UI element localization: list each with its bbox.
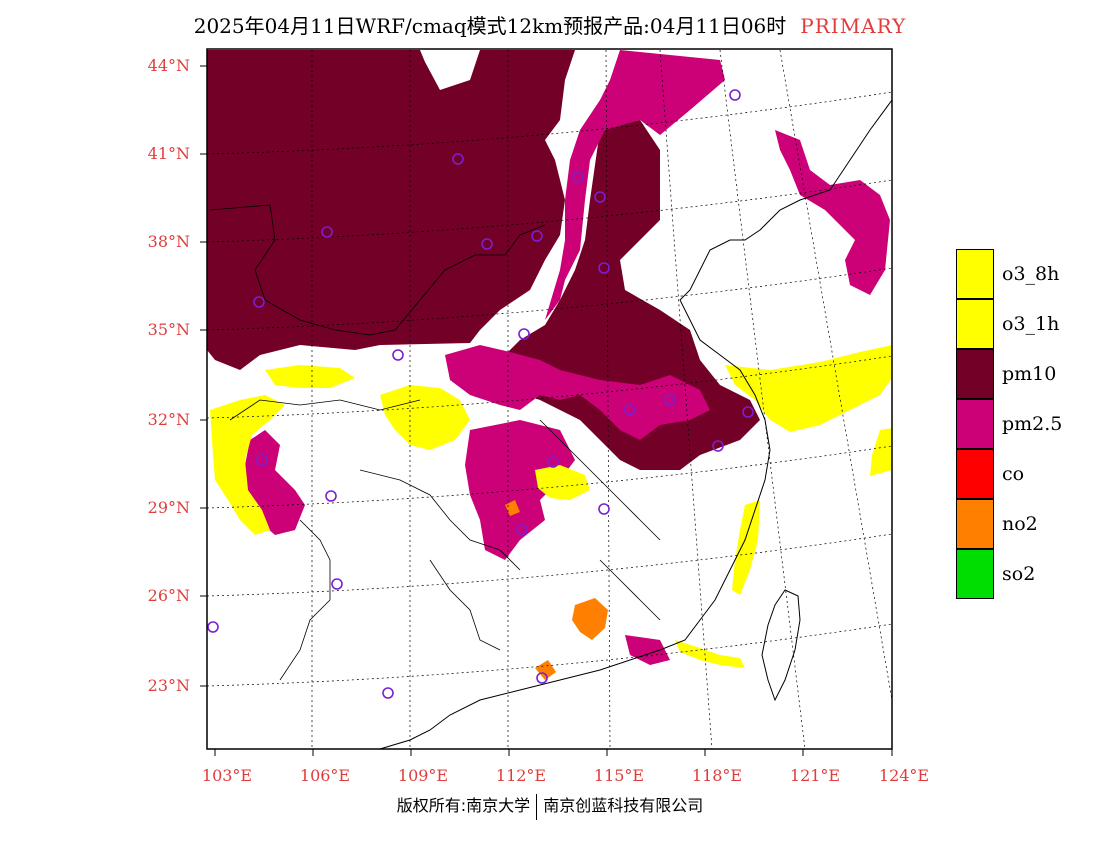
o3-region-jiangxi [535,465,590,500]
site-marker [207,621,219,633]
map-title: 2025年04月11日WRF/cmaq模式12km预报产品:04月11日06时 P… [0,10,1100,39]
lon-label-121: 121°E [789,766,841,785]
pm25-region-northeast [545,50,725,320]
lon-label-112: 112°E [495,766,547,785]
site-marker [321,226,333,238]
lat-label-26: 26°N [147,586,190,605]
site-marker [518,328,530,340]
no2-region-guangdong [572,598,608,640]
copyright-right: 南京创蓝科技有限公司 [543,796,704,815]
site-marker [452,153,464,165]
province-borders [209,204,661,681]
site-marker [516,524,528,536]
graticule [207,49,892,749]
o3-region-south-coast [675,640,745,668]
o3-region-north-strip [265,365,355,388]
site-marker [729,89,741,101]
site-marker [256,454,268,466]
pm10-region-north [207,50,575,370]
site-marker [531,230,543,242]
legend-swatch [956,499,994,549]
lat-label-32: 32°N [147,410,190,429]
lon-label-124: 124°E [878,766,930,785]
site-marker [547,456,559,468]
site-marker [392,349,404,361]
site-marker [331,578,343,590]
pm25-region-central [445,345,710,440]
o3-region-hubei [380,385,470,450]
site-marker [742,406,754,418]
title-main: 2025年04月11日WRF/cmaq模式12km预报产品:04月11日06时 [193,14,787,38]
copyright-left: 版权所有:南京大学 [396,796,531,815]
legend-swatch [956,349,994,399]
lat-label-44: 44°N [147,56,190,75]
legend-label: o3_1h [1002,313,1060,335]
legend-swatch [956,399,994,449]
lon-label-109: 109°E [397,766,449,785]
site-marker [598,262,610,274]
map-frame [206,48,893,750]
lon-label-118: 118°E [691,766,743,785]
o3-region-east-sea [725,345,892,432]
legend-swatch [956,299,994,349]
site-marker [712,440,724,452]
o3-region-far-east [870,428,892,476]
pm25-region-south [625,635,670,665]
o3-region-taiwan-strait [732,500,760,595]
no2-region-hunan [505,500,520,516]
lon-label-115: 115°E [593,766,645,785]
legend-label: so2 [1002,563,1036,585]
legend-label: co [1002,463,1025,485]
site-markers [207,89,754,699]
site-marker [594,191,606,203]
legend-swatch [956,449,994,499]
site-marker [624,404,636,416]
site-marker [598,503,610,515]
no2-region-pearl-river [535,660,556,680]
title-tag: PRIMARY [800,14,907,38]
copyright-separator [536,793,538,820]
legend-label: pm2.5 [1002,413,1063,435]
legend-label: pm10 [1002,363,1057,385]
site-marker [481,238,493,250]
coastline [379,99,892,749]
legend-label: o3_8h [1002,263,1060,285]
lat-label-23: 23°N [147,676,190,695]
pm25-region-hunan [465,420,575,560]
taiwan-outline [761,589,801,702]
site-marker [536,672,548,684]
site-marker [325,490,337,502]
legend-label: no2 [1002,513,1038,535]
copyright-line: 版权所有:南京大学 南京创蓝科技有限公司 [0,792,1100,820]
site-marker [253,296,265,308]
lon-label-103: 103°E [201,766,253,785]
axis-ticks [200,65,893,756]
pm25-region-ne-coast [775,130,890,295]
site-marker [572,171,584,183]
lat-label-35: 35°N [147,320,190,339]
lat-label-38: 38°N [147,232,190,251]
legend-swatch [956,249,994,299]
lon-label-106: 106°E [299,766,351,785]
o3-region-west [210,395,285,535]
lat-label-29: 29°N [147,498,190,517]
site-marker [382,687,394,699]
site-marker [664,394,676,406]
lat-label-41: 41°N [147,144,190,163]
legend-swatch [956,549,994,599]
